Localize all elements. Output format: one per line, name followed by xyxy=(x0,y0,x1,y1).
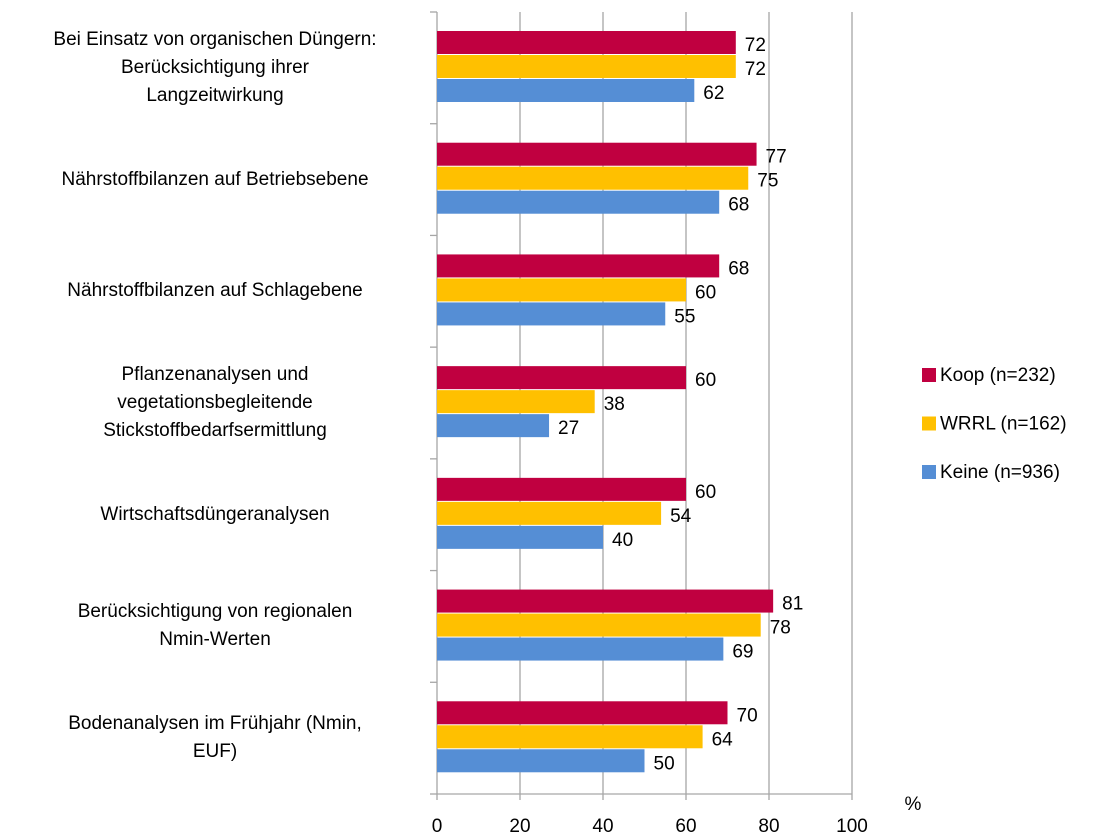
bar xyxy=(437,79,695,102)
x-tick-label: 80 xyxy=(758,816,779,837)
bar xyxy=(437,366,686,390)
bar xyxy=(437,749,645,773)
data-label: 69 xyxy=(732,642,753,663)
data-label: 81 xyxy=(782,594,803,615)
bar xyxy=(437,414,550,438)
y-tick-label: Wirtschaftsdüngeranalysen xyxy=(100,503,330,525)
data-label: 38 xyxy=(604,394,625,415)
legend-label: Keine (n=936) xyxy=(940,462,1060,483)
x-tick-label: 0 xyxy=(432,816,443,837)
bar xyxy=(437,725,703,749)
bar xyxy=(437,525,603,549)
data-label: 60 xyxy=(695,282,716,303)
y-tick-label: Bei Einsatz von organischen Düngern: Ber… xyxy=(53,28,377,106)
bar xyxy=(437,302,666,326)
x-tick-label: 60 xyxy=(675,816,696,837)
bar xyxy=(437,190,720,214)
data-label: 64 xyxy=(712,729,734,750)
data-label: 60 xyxy=(695,370,716,391)
y-tick-label: Bodenanalysen im Frühjahr (Nmin, EUF) xyxy=(68,713,362,763)
bar xyxy=(437,142,757,166)
legend-swatch xyxy=(922,465,936,479)
x-axis-label: % xyxy=(905,794,922,815)
data-label: 75 xyxy=(757,171,778,192)
data-label: 72 xyxy=(745,35,766,56)
data-label: 60 xyxy=(695,482,716,503)
y-tick-label: Berücksichtigung von regionalen Nmin-Wer… xyxy=(77,601,353,651)
bar xyxy=(437,278,686,302)
bar xyxy=(437,31,736,54)
data-label: 78 xyxy=(770,618,791,639)
legend-swatch xyxy=(922,416,936,431)
data-label: 62 xyxy=(703,83,724,104)
bar xyxy=(437,501,662,525)
x-tick-label: 40 xyxy=(592,816,613,837)
bar xyxy=(437,390,595,414)
data-label: 77 xyxy=(766,147,787,168)
data-label: 54 xyxy=(670,506,692,527)
data-label: 27 xyxy=(558,418,579,439)
bar xyxy=(437,254,720,278)
data-label: 68 xyxy=(728,258,749,279)
bar xyxy=(437,55,736,78)
data-label: 72 xyxy=(745,59,766,80)
bar xyxy=(437,701,728,725)
data-label: 40 xyxy=(612,530,633,551)
bar xyxy=(437,589,774,613)
data-label: 50 xyxy=(654,753,675,774)
x-tick-label: 20 xyxy=(509,816,530,837)
y-tick-label: Nährstoffbilanzen auf Betriebsebene xyxy=(61,168,369,190)
legend-label: Koop (n=232) xyxy=(940,365,1056,386)
bar xyxy=(437,166,749,190)
bar xyxy=(437,637,724,661)
y-tick-label: Pflanzenanalysen und vegetationsbegleite… xyxy=(103,364,327,441)
legend-label: WRRL (n=162) xyxy=(940,414,1067,435)
bar xyxy=(437,613,761,637)
data-label: 68 xyxy=(728,195,749,216)
x-tick-label: 100 xyxy=(836,816,868,837)
legend-swatch xyxy=(922,368,936,382)
y-tick-label: Nährstoffbilanzen auf Schlagebene xyxy=(67,280,363,302)
data-label: 70 xyxy=(737,705,758,726)
bar xyxy=(437,477,686,501)
data-label: 55 xyxy=(674,306,695,327)
